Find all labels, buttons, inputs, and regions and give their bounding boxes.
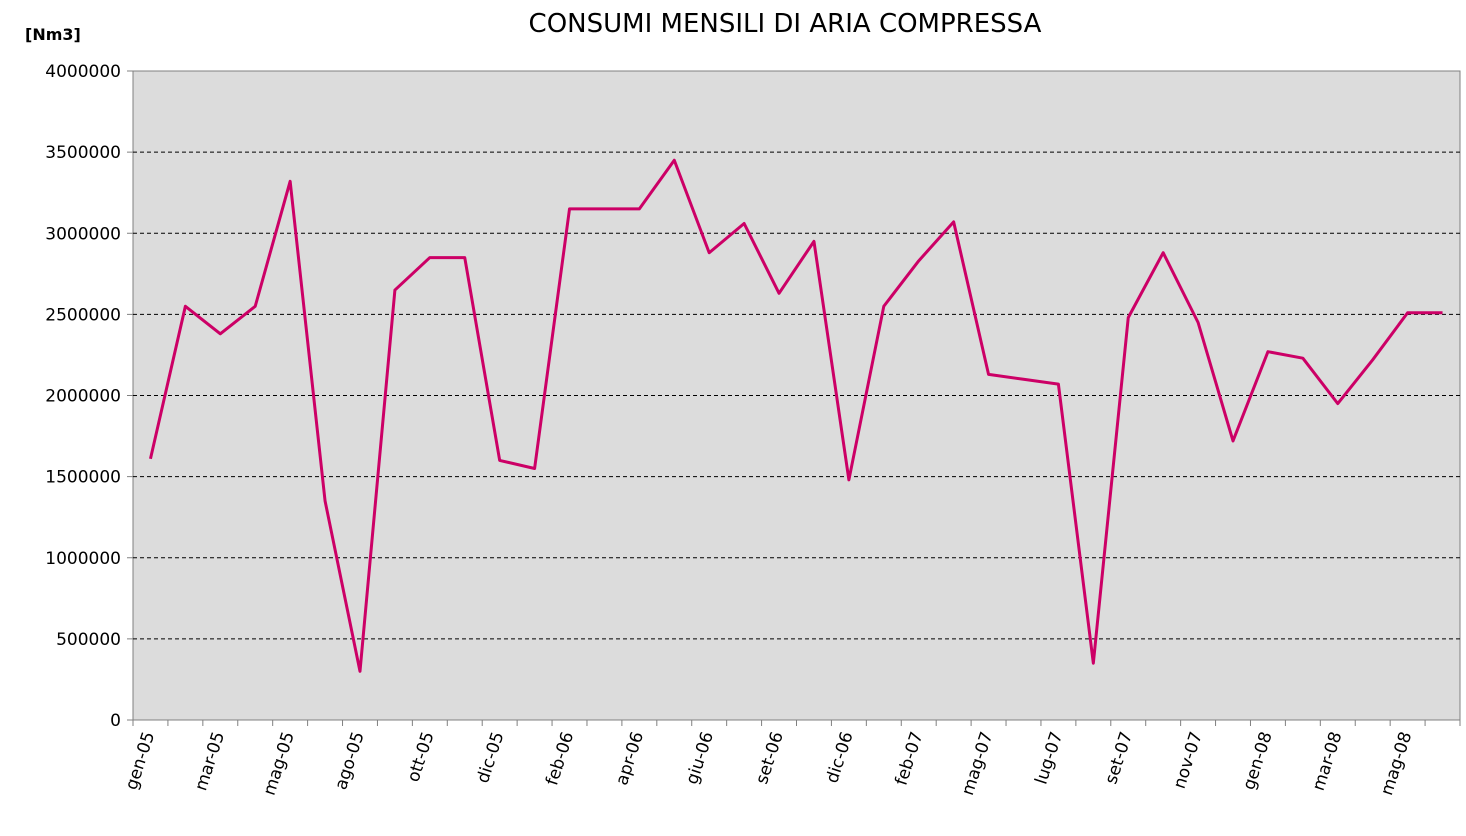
x-tick-label: feb-07 bbox=[891, 729, 927, 788]
x-tick-label: ago-05 bbox=[331, 729, 368, 792]
x-tick-label: giu-06 bbox=[682, 729, 718, 787]
x-tick-label: nov-07 bbox=[1170, 729, 1207, 791]
y-tick-label: 0 bbox=[110, 711, 121, 731]
plot-area bbox=[132, 70, 1461, 721]
y-tick-label: 3500000 bbox=[45, 143, 121, 163]
x-tick-label: mar-05 bbox=[191, 729, 229, 793]
x-tick-label: set-06 bbox=[752, 729, 788, 786]
x-tick-label: gen-08 bbox=[1239, 729, 1276, 792]
x-tick-label: dic-06 bbox=[822, 729, 857, 785]
y-tick-label: 1000000 bbox=[45, 549, 121, 569]
x-tick-label: dic-05 bbox=[473, 729, 508, 785]
chart-title: CONSUMI MENSILI DI ARIA COMPRESSA bbox=[529, 9, 1042, 39]
x-tick-label: apr-06 bbox=[612, 729, 648, 787]
x-tick-label: feb-06 bbox=[542, 729, 578, 788]
y-tick-label: 3000000 bbox=[45, 224, 121, 244]
x-tick-label: set-07 bbox=[1101, 729, 1137, 786]
x-tick-label: mag-08 bbox=[1377, 729, 1416, 798]
y-tick-label: 1500000 bbox=[45, 468, 121, 488]
y-axis-label: [Nm3] bbox=[25, 25, 81, 44]
y-tick-label: 500000 bbox=[56, 630, 121, 650]
y-tick-label: 2000000 bbox=[45, 387, 121, 407]
x-tick-label: mag-05 bbox=[260, 729, 299, 798]
x-tick-label: lug-07 bbox=[1031, 729, 1067, 787]
y-tick-label: 4000000 bbox=[45, 62, 121, 82]
x-tick-label: gen-05 bbox=[122, 729, 159, 792]
data-line bbox=[148, 158, 1443, 673]
x-tick-label: ott-05 bbox=[404, 729, 439, 784]
x-tick-label: mar-08 bbox=[1309, 729, 1347, 793]
x-tick-label: mag-07 bbox=[958, 729, 997, 798]
y-tick-label: 2500000 bbox=[45, 305, 121, 325]
